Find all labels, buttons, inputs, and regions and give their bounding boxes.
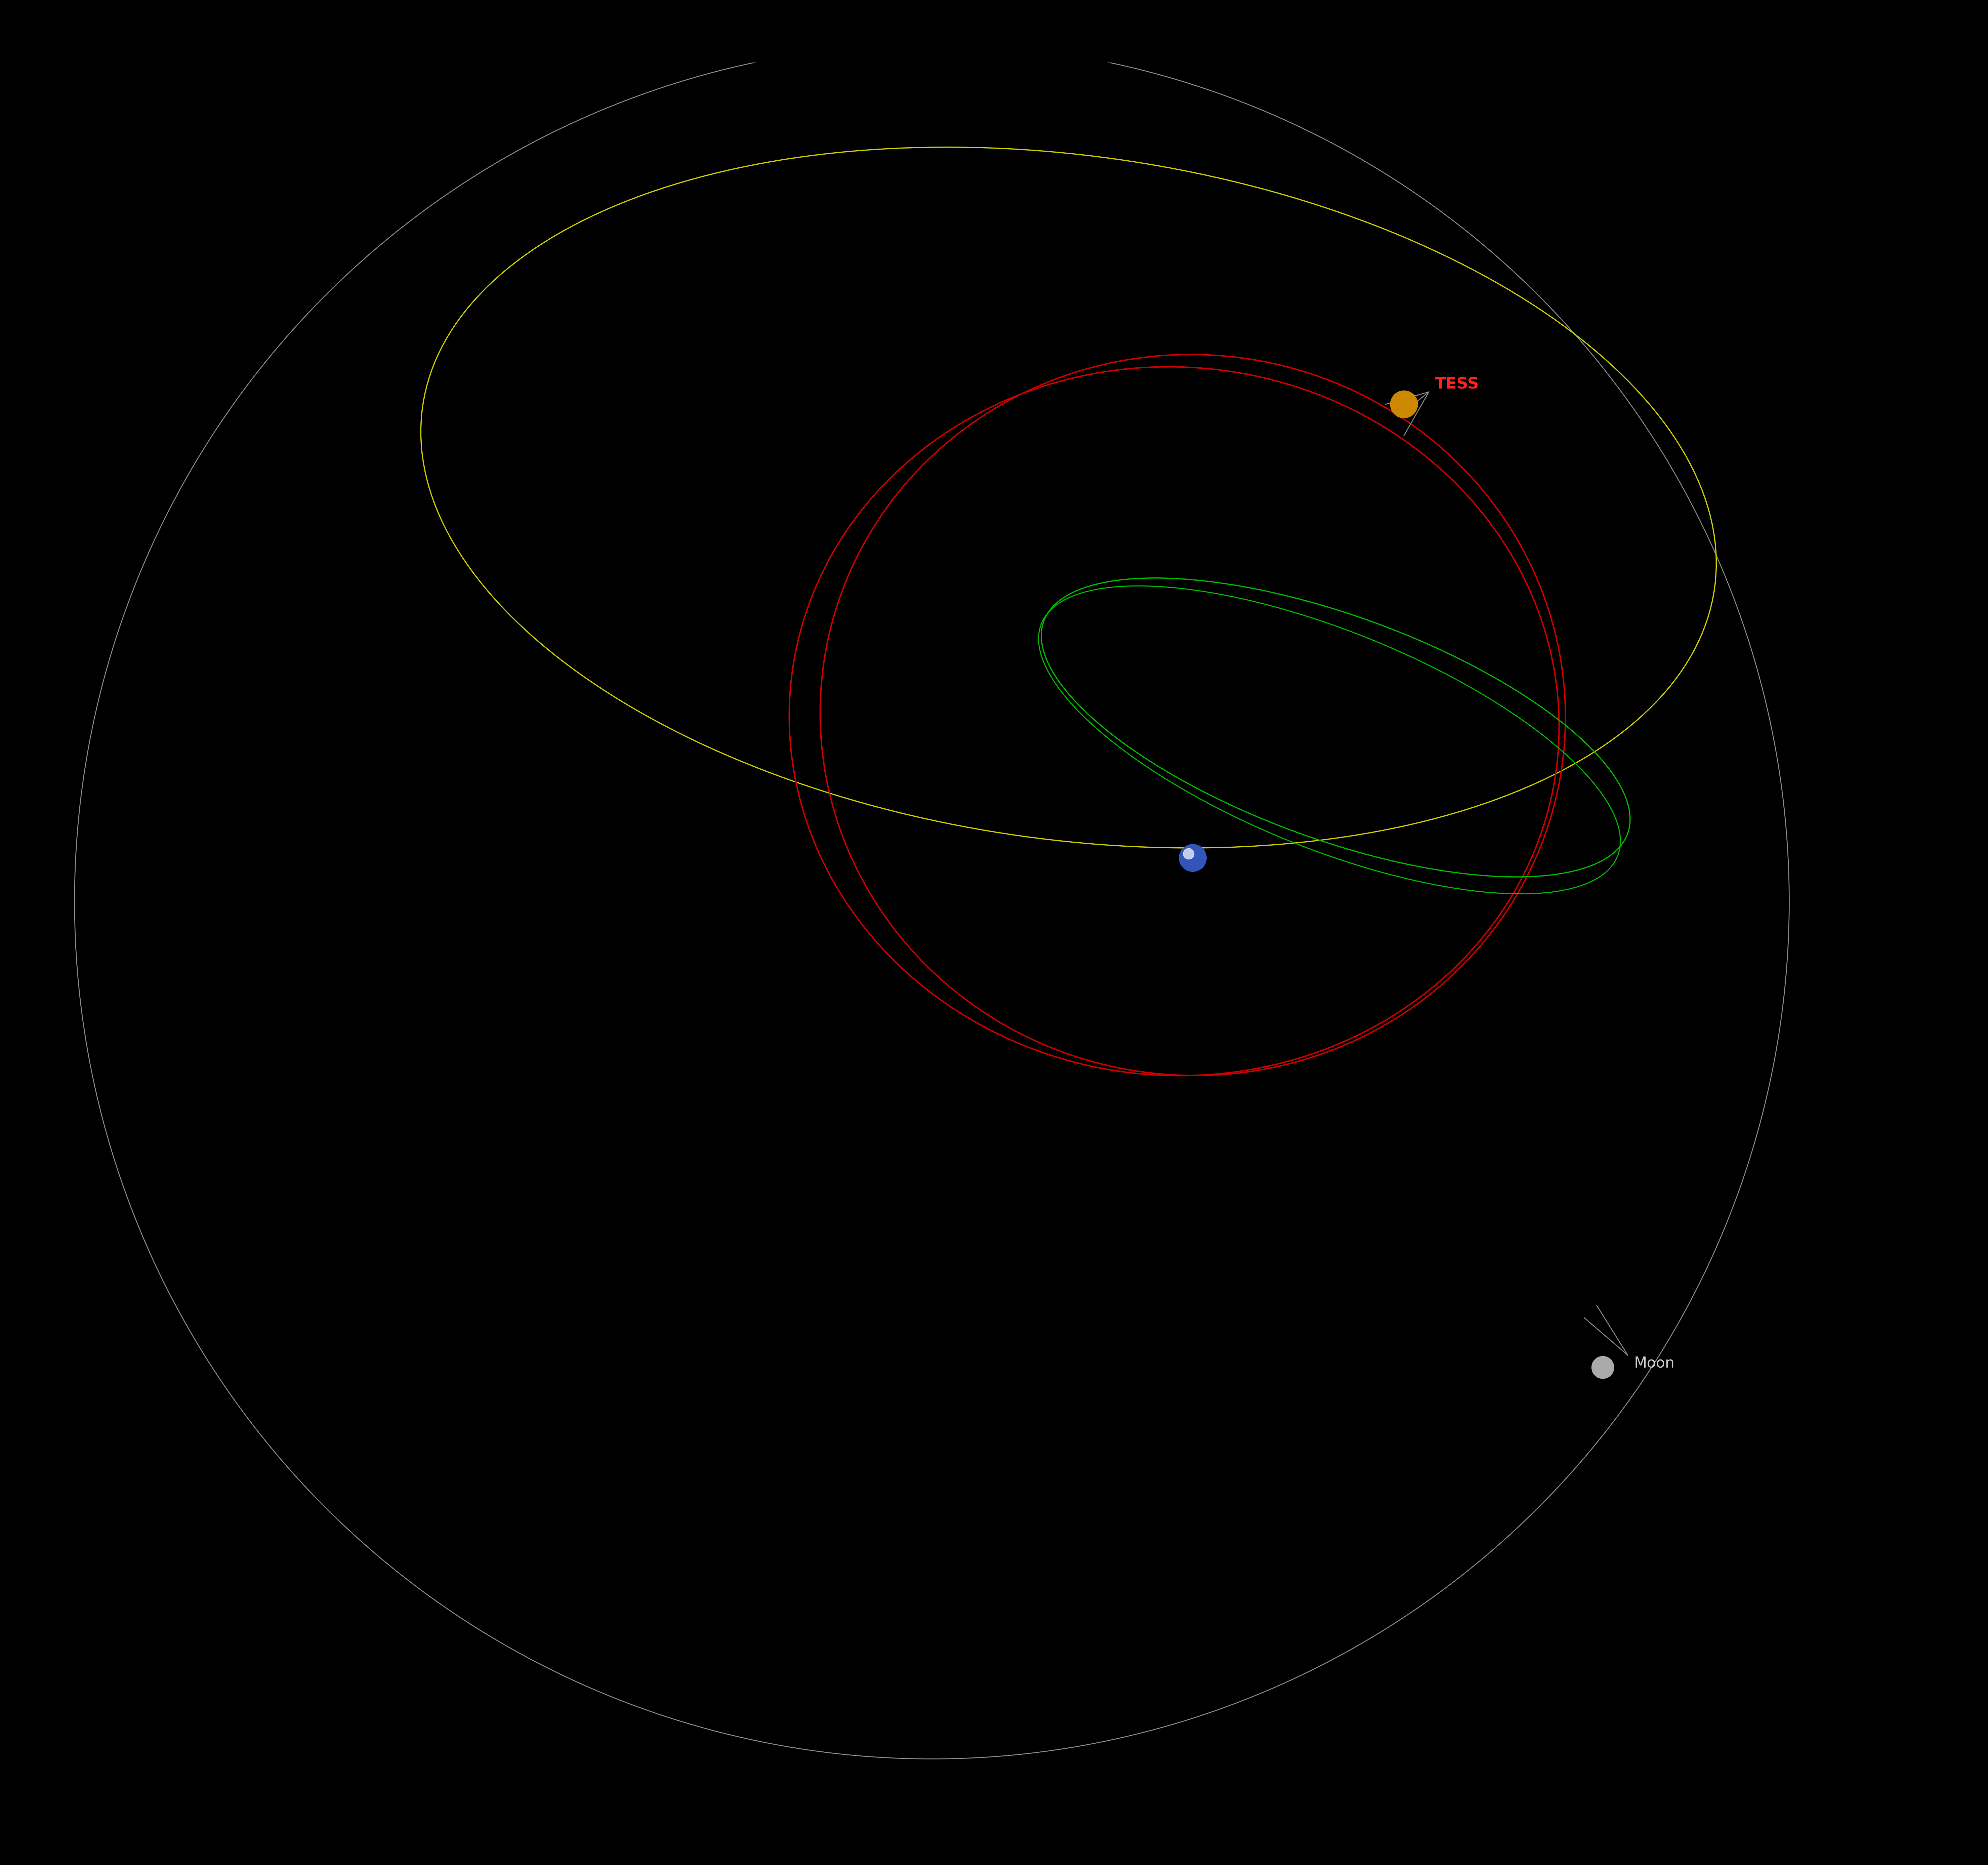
- Text: TESS: TESS: [1435, 377, 1479, 392]
- Circle shape: [1592, 1356, 1614, 1378]
- Circle shape: [1183, 849, 1195, 860]
- Circle shape: [1390, 390, 1417, 418]
- Circle shape: [1179, 845, 1207, 871]
- Text: Moon: Moon: [1634, 1356, 1674, 1371]
